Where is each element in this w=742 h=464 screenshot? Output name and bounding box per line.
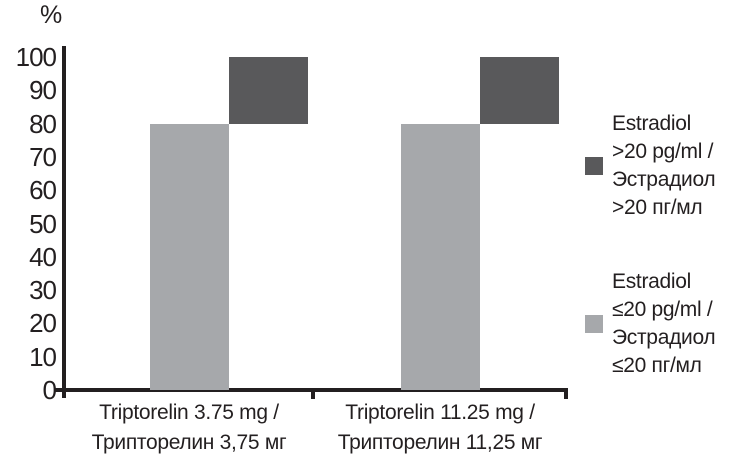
y-tick-label: 0 [42,375,57,405]
category-label-triptorelin-11-25: Triptorelin 11.25 mg / Трипторелин 11,25… [328,398,552,458]
legend-line: ≤20 пг/мл [612,354,702,377]
x-axis-tick-mid [311,388,315,399]
y-axis-line [62,46,66,398]
category-label-triptorelin-3-75: Triptorelin 3.75 mg / Трипторелин 3,75 м… [77,398,301,458]
y-tick-label: 70 [29,141,57,172]
bar-group2-le20 [401,123,480,390]
y-tick-label: 100 [15,42,57,72]
y-tick-label: 50 [29,208,57,239]
legend-line: Эстрадиол [612,168,716,191]
y-tick-label: 60 [29,175,57,206]
y-tick-label: 90 [29,75,57,106]
legend-line: >20 пг/мл [612,196,703,219]
legend-swatch-light [585,315,603,333]
y-tick-label: 20 [29,308,57,339]
legend-item-estradiol-le20: Estradiol ≤20 pg/ml / Эстрадиол ≤20 пг/м… [585,268,716,380]
y-tick-label: 80 [29,108,57,139]
legend-text-estradiol-le20: Estradiol ≤20 pg/ml / Эстрадиол ≤20 пг/м… [612,268,716,380]
x-axis-tick-right [564,388,568,399]
y-tick-label: 10 [29,341,57,372]
bar-group1-le20 [150,123,229,390]
category-label-line-en: Triptorelin 3.75 mg / [99,401,279,424]
y-tick-label: 40 [29,241,57,272]
y-tick-label: 30 [29,275,57,306]
legend-swatch-dark [585,157,603,175]
legend-line: Эстрадиол [612,326,716,349]
legend-text-estradiol-gt20: Estradiol >20 pg/ml / Эстрадиол >20 пг/м… [612,110,716,222]
category-label-line-en: Triptorelin 11.25 mg / [345,401,535,424]
legend-line: ≤20 pg/ml / [612,298,713,321]
bar-group1-gt20 [229,57,308,124]
legend-item-estradiol-gt20: Estradiol >20 pg/ml / Эстрадиол >20 пг/м… [585,110,716,222]
legend-line: >20 pg/ml / [612,140,714,163]
bar-group2-gt20 [480,57,559,124]
y-axis-unit-label: % [40,1,62,29]
legend-line: Estradiol [612,270,692,293]
category-label-line-ru: Трипторелин 11,25 мг [337,431,543,454]
legend-line: Estradiol [612,112,692,135]
category-label-line-ru: Трипторелин 3,75 мг [91,431,287,454]
